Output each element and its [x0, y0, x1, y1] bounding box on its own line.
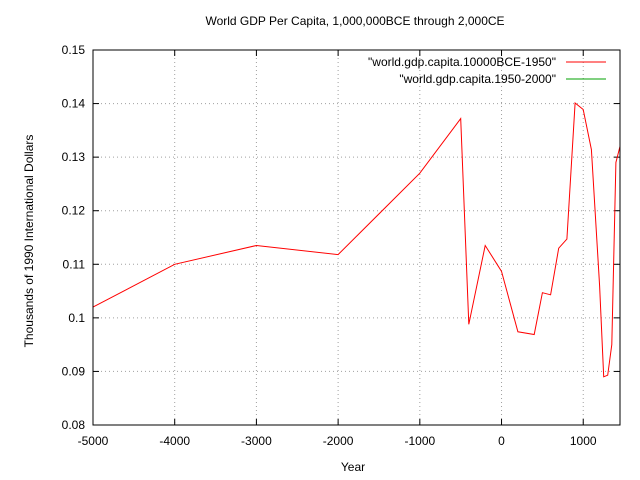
legend-label-series-2: "world.gdp.capita.1950-2000" [399, 72, 556, 86]
y-axis-label: Thousands of 1990 International Dollars [22, 135, 36, 348]
y-tick-label: 0.11 [63, 257, 86, 271]
y-tick-label: 0.09 [62, 364, 86, 378]
y-tick-label: 0.12 [62, 204, 86, 218]
x-tick-label: -4000 [159, 434, 190, 448]
series-line-1 [92, 102, 621, 378]
x-axis-ticks: -5000 -4000 -3000 -2000 -1000 0 1000 [78, 50, 597, 448]
y-tick-label: 0.08 [62, 418, 86, 432]
y-tick-label: 0.14 [62, 97, 86, 111]
x-tick-label: -3000 [241, 434, 272, 448]
x-tick-label: -1000 [404, 434, 435, 448]
y-tick-label: 0.1 [68, 311, 85, 325]
legend-label-series-1: "world.gdp.capita.10000BCE-1950" [368, 55, 556, 69]
x-tick-label: 1000 [570, 434, 597, 448]
y-tick-label: 0.15 [62, 43, 86, 57]
plot-frame [92, 49, 621, 426]
y-axis-ticks: 0.08 0.09 0.1 0.11 0.12 0.13 0.14 0.15 [62, 43, 620, 432]
x-tick-label: -2000 [323, 434, 354, 448]
x-tick-label: -5000 [78, 434, 109, 448]
x-tick-label: 0 [498, 434, 505, 448]
grid [93, 50, 620, 425]
x-axis-label: Year [341, 460, 365, 474]
legend: "world.gdp.capita.10000BCE-1950" "world.… [368, 55, 606, 86]
y-tick-label: 0.13 [62, 150, 86, 164]
chart-title: World GDP Per Capita, 1,000,000BCE throu… [205, 14, 504, 28]
series-layer [92, 102, 621, 378]
